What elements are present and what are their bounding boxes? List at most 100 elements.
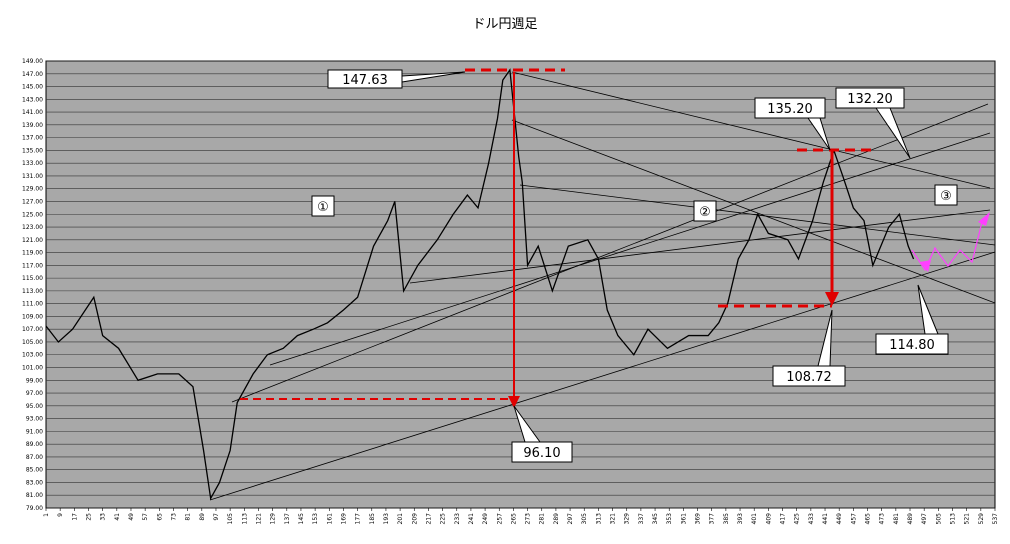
x-tick-label: 17: [71, 513, 78, 521]
y-tick-label: 123.00: [22, 224, 43, 231]
price-line: [45, 68, 915, 501]
trend-line: [231, 103, 989, 403]
callout-pointer: [875, 107, 911, 159]
x-tick-label: 313: [595, 513, 602, 525]
chart-title: ドル円週足: [472, 17, 537, 32]
y-tick-label: 105.00: [22, 339, 43, 346]
arrow-head: [920, 260, 931, 272]
y-tick-label: 93.00: [26, 416, 43, 423]
x-tick-label: 425: [794, 513, 801, 525]
wave-box: [693, 200, 717, 222]
x-tick-label: 89: [199, 513, 206, 521]
x-tick-label: 57: [142, 513, 149, 521]
trend-line: [269, 132, 991, 366]
x-tick-label: 265: [510, 513, 517, 525]
x-tick-label: 249: [482, 513, 489, 525]
y-tick-label: 89.00: [26, 441, 43, 448]
x-tick-label: 433: [808, 513, 815, 525]
y-tick-label: 119.00: [22, 250, 43, 257]
x-tick-label: 289: [553, 513, 560, 525]
x-tick-label: 369: [695, 513, 702, 525]
x-tick-label: 73: [170, 513, 177, 521]
x-tick-label: 377: [709, 513, 716, 525]
wave-label: ③: [940, 189, 952, 204]
x-tick-label: 161: [326, 513, 333, 525]
y-tick-label: 91.00: [26, 428, 43, 435]
x-tick-label: 305: [581, 513, 588, 525]
callout-label: 96.10: [523, 446, 560, 461]
x-tick-label: 449: [836, 513, 843, 525]
y-tick-label: 87.00: [26, 454, 43, 461]
callout-box: [835, 87, 905, 109]
y-tick-label: 81.00: [26, 492, 43, 499]
x-tick-label: 201: [397, 513, 404, 525]
y-tick-label: 111.00: [22, 301, 43, 308]
trend-line: [209, 251, 996, 501]
y-tick-label: 149.00: [22, 58, 43, 65]
x-tick-label: 257: [496, 513, 503, 525]
series: [45, 68, 915, 501]
x-tick-label: 225: [440, 513, 447, 525]
x-tick-label: 9: [57, 513, 64, 517]
y-tick-label: 147.00: [22, 71, 43, 78]
x-tick-label: 409: [765, 513, 772, 525]
y-tick-label: 135.00: [22, 147, 43, 154]
callout-label: 135.20: [767, 102, 813, 117]
x-tick-label: 393: [737, 513, 744, 525]
x-tick-label: 321: [610, 513, 617, 525]
x-tick-label: 97: [213, 513, 220, 521]
x-tick-label: 521: [964, 513, 971, 525]
callout-pointer: [917, 284, 939, 335]
callout-label: 147.63: [342, 73, 388, 88]
callout-label: 108.72: [786, 370, 832, 385]
y-tick-label: 117.00: [22, 262, 43, 269]
x-tick-label: 105: [227, 513, 234, 525]
x-tick-label: 329: [624, 513, 631, 525]
x-tick-label: 121: [255, 513, 262, 525]
x-tick-label: 185: [369, 513, 376, 525]
y-tick-label: 145.00: [22, 84, 43, 91]
x-tick-label: 441: [822, 513, 829, 525]
y-tick-label: 85.00: [26, 467, 43, 474]
callout-pointer: [807, 117, 831, 151]
x-tick-label: 529: [978, 513, 985, 525]
x-tick-label: 113: [241, 513, 248, 525]
x-tick-label: 233: [454, 513, 461, 525]
x-tick-label: 273: [525, 513, 532, 525]
callout-pointer: [817, 309, 833, 367]
forecast-path: [911, 221, 983, 272]
x-tick-label: 489: [907, 513, 914, 525]
y-tick-label: 139.00: [22, 122, 43, 129]
callout-box: [875, 333, 949, 355]
x-tick-label: 417: [780, 513, 787, 525]
y-tick-label: 125.00: [22, 211, 43, 218]
y-tick-label: 97.00: [26, 390, 43, 397]
wave-label: ①: [317, 200, 329, 215]
x-tick-label: 457: [850, 513, 857, 525]
callout-pointer: [401, 71, 466, 83]
x-tick-label: 505: [935, 513, 942, 525]
x-tick-label: 497: [921, 513, 928, 525]
y-tick-label: 127.00: [22, 198, 43, 205]
y-tick-label: 79.00: [26, 505, 43, 512]
y-tick-label: 103.00: [22, 352, 43, 359]
y-tick-label: 141.00: [22, 109, 43, 116]
x-tick-label: 209: [411, 513, 418, 525]
arrow-head: [825, 292, 839, 306]
x-tick-label: 129: [270, 513, 277, 525]
x-tick-label: 1: [43, 513, 50, 517]
callout-box: [511, 441, 573, 463]
x-tick-label: 481: [893, 513, 900, 525]
x-tick-label: 361: [680, 513, 687, 525]
x-tick-label: 153: [312, 513, 319, 525]
x-tick-label: 25: [85, 513, 92, 521]
y-tick-label: 121.00: [22, 237, 43, 244]
y-tick-label: 83.00: [26, 479, 43, 486]
x-tick-label: 473: [879, 513, 886, 525]
wave-box: [311, 195, 335, 217]
callout-pointer: [513, 405, 541, 443]
x-tick-label: 33: [100, 513, 107, 521]
x-tick-label: 177: [355, 513, 362, 525]
x-tick-label: 81: [185, 513, 192, 521]
